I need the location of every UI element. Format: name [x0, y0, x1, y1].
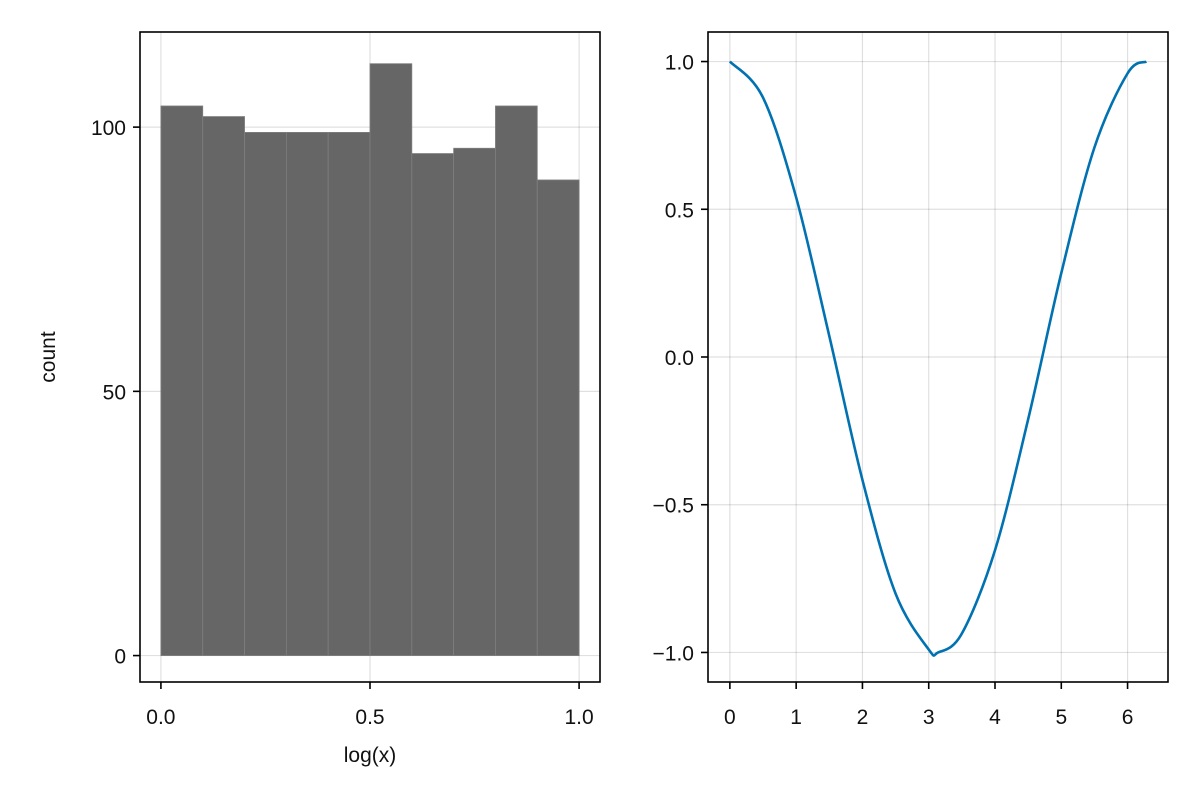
histogram-x-axis: 0.0 0.5 1.0	[146, 682, 594, 729]
histogram-y-tick-label: 100	[91, 117, 126, 140]
histogram-x-axis-label: log(x)	[344, 744, 397, 767]
histogram-bars	[160, 63, 580, 656]
line-x-tick-label: 0	[724, 706, 736, 729]
histogram-bar	[369, 63, 413, 656]
line-y-tick-label: 1.0	[665, 52, 694, 75]
histogram-bar	[411, 153, 455, 656]
histogram-panel: 0.0 0.5 1.0 0 50 100 log(x) count	[37, 31, 601, 767]
histogram-x-tick-label: 0.5	[355, 706, 384, 729]
histogram-bar	[536, 179, 580, 656]
histogram-bar	[244, 132, 287, 656]
line-y-tick-label: −0.5	[653, 495, 694, 518]
line-x-tick-label: 2	[857, 706, 869, 729]
histogram-bar	[160, 105, 204, 656]
line-x-axis: 0 1 2 3 4 5 6	[724, 682, 1133, 729]
histogram-x-tick-label: 0.0	[146, 706, 175, 729]
line-x-tick-label: 4	[989, 706, 1001, 729]
line-x-tick-label: 3	[923, 706, 935, 729]
line-panel: 0 1 2 3 4 5 6 1.0 0.5 0.0 −0.5 −1.0	[653, 31, 1169, 729]
line-x-tick-label: 1	[790, 706, 802, 729]
histogram-bar	[495, 105, 538, 656]
cosine-series-line	[728, 60, 1148, 657]
line-y-tick-label: 0.5	[665, 199, 694, 222]
histogram-bar	[453, 147, 496, 656]
histogram-y-axis: 0 50 100	[91, 117, 140, 669]
histogram-x-tick-label: 1.0	[564, 706, 593, 729]
histogram-bar	[202, 116, 245, 656]
line-x-tick-label: 6	[1122, 706, 1134, 729]
line-y-tick-label: 0.0	[665, 347, 694, 370]
histogram-y-tick-label: 0	[114, 646, 126, 669]
histogram-y-tick-label: 50	[103, 381, 126, 404]
histogram-y-axis-label: count	[37, 331, 60, 383]
line-y-tick-label: −1.0	[653, 642, 694, 665]
histogram-bar	[327, 132, 371, 656]
line-x-tick-label: 5	[1055, 706, 1067, 729]
histogram-bar	[285, 132, 329, 656]
line-y-axis: 1.0 0.5 0.0 −0.5 −1.0	[653, 52, 708, 665]
